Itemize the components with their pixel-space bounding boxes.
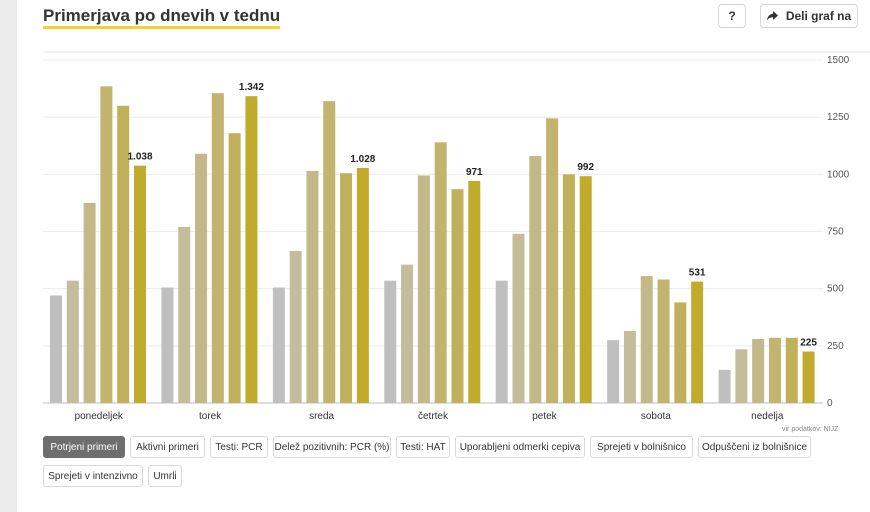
y-tick-label: 1500 xyxy=(827,55,850,66)
bar[interactable] xyxy=(718,369,731,403)
bar[interactable] xyxy=(434,142,447,403)
bar[interactable] xyxy=(785,337,798,403)
bar[interactable] xyxy=(195,153,208,403)
bar[interactable] xyxy=(228,133,241,403)
bar[interactable] xyxy=(417,175,430,403)
chart-title: Primerjava po dnevih v tednu xyxy=(43,6,281,29)
bar[interactable] xyxy=(272,287,285,403)
bar[interactable] xyxy=(178,226,191,403)
tab-odpuščeni-iz-bolnišnice[interactable]: Odpuščeni iz bolnišnice xyxy=(698,436,811,458)
bar[interactable] xyxy=(134,165,146,403)
data-label: 1.038 xyxy=(127,152,152,163)
bar[interactable] xyxy=(306,170,319,403)
y-tick-label: 500 xyxy=(827,284,844,295)
bar[interactable] xyxy=(512,233,525,403)
data-source: vir podatkov: NIJZ xyxy=(782,426,839,433)
share-arrow-icon xyxy=(766,11,778,21)
y-tick-label: 0 xyxy=(827,398,833,409)
bar[interactable] xyxy=(674,302,687,403)
bar[interactable] xyxy=(211,93,224,403)
bar[interactable] xyxy=(245,96,258,403)
tab-sprejeti-v-intenzivno[interactable]: Sprejeti v intenzivno xyxy=(43,465,143,487)
y-tick-label: 250 xyxy=(827,341,844,352)
bar[interactable] xyxy=(768,337,781,403)
bar[interactable] xyxy=(50,295,62,403)
tab-umrli[interactable]: Umrli xyxy=(148,465,182,487)
data-label: 531 xyxy=(689,268,706,279)
data-label: 992 xyxy=(577,162,594,173)
bar[interactable] xyxy=(802,351,815,403)
x-tick-label: ponedeljek xyxy=(75,411,124,422)
bar[interactable] xyxy=(323,101,336,403)
bar[interactable] xyxy=(735,349,748,403)
tab-sprejeti-v-bolnišnico[interactable]: Sprejeti v bolnišnico xyxy=(590,436,693,458)
bar[interactable] xyxy=(562,174,575,403)
tab-delež-pozitivnih-pcr[interactable]: Delež pozitivnih: PCR (%) xyxy=(273,436,391,458)
bar[interactable] xyxy=(752,338,765,403)
bar[interactable] xyxy=(340,173,353,403)
x-tick-label: petek xyxy=(532,411,557,422)
bar[interactable] xyxy=(66,280,79,403)
bar[interactable] xyxy=(691,281,704,403)
tab-potrjeni-primeri[interactable]: Potrjeni primeri xyxy=(43,436,125,458)
bar[interactable] xyxy=(83,202,96,403)
bar[interactable] xyxy=(640,276,653,403)
tab-aktivni-primeri[interactable]: Aktivni primeri xyxy=(130,436,205,458)
bar[interactable] xyxy=(468,180,481,403)
bar[interactable] xyxy=(623,330,636,403)
bar[interactable] xyxy=(384,280,397,403)
share-button-label: Deli graf na xyxy=(785,9,852,23)
x-tick-label: sobota xyxy=(641,411,671,422)
x-tick-label: nedelja xyxy=(751,411,784,422)
bar[interactable] xyxy=(607,340,620,403)
share-button[interactable]: Deli graf na xyxy=(760,4,858,28)
tab-testi-hat[interactable]: Testi: HAT xyxy=(396,436,450,458)
bar[interactable] xyxy=(657,279,670,403)
data-label: 1.342 xyxy=(239,82,264,93)
bar[interactable] xyxy=(546,118,559,403)
bar[interactable] xyxy=(529,156,542,403)
help-button[interactable]: ? xyxy=(718,4,746,28)
bar[interactable] xyxy=(579,176,592,403)
data-label: 225 xyxy=(800,338,817,349)
x-tick-label: torek xyxy=(199,411,222,422)
bar[interactable] xyxy=(117,105,130,403)
bar[interactable] xyxy=(161,287,174,403)
x-tick-label: četrtek xyxy=(418,411,449,422)
y-tick-label: 1000 xyxy=(827,169,850,180)
data-label: 1.028 xyxy=(350,154,375,165)
x-tick-label: sreda xyxy=(309,411,334,422)
tab-uporabljeni-odmerki-cepiva[interactable]: Uporabljeni odmerki cepiva xyxy=(455,436,585,458)
bar[interactable] xyxy=(401,264,414,403)
bar[interactable] xyxy=(100,86,113,404)
bar[interactable] xyxy=(356,167,369,403)
tab-testi-pcr[interactable]: Testi: PCR xyxy=(210,436,268,458)
y-tick-label: 750 xyxy=(827,227,844,238)
bar[interactable] xyxy=(289,250,302,403)
data-label: 971 xyxy=(466,167,483,178)
bar[interactable] xyxy=(451,189,464,403)
y-tick-label: 1250 xyxy=(827,112,850,123)
bar[interactable] xyxy=(495,280,508,403)
